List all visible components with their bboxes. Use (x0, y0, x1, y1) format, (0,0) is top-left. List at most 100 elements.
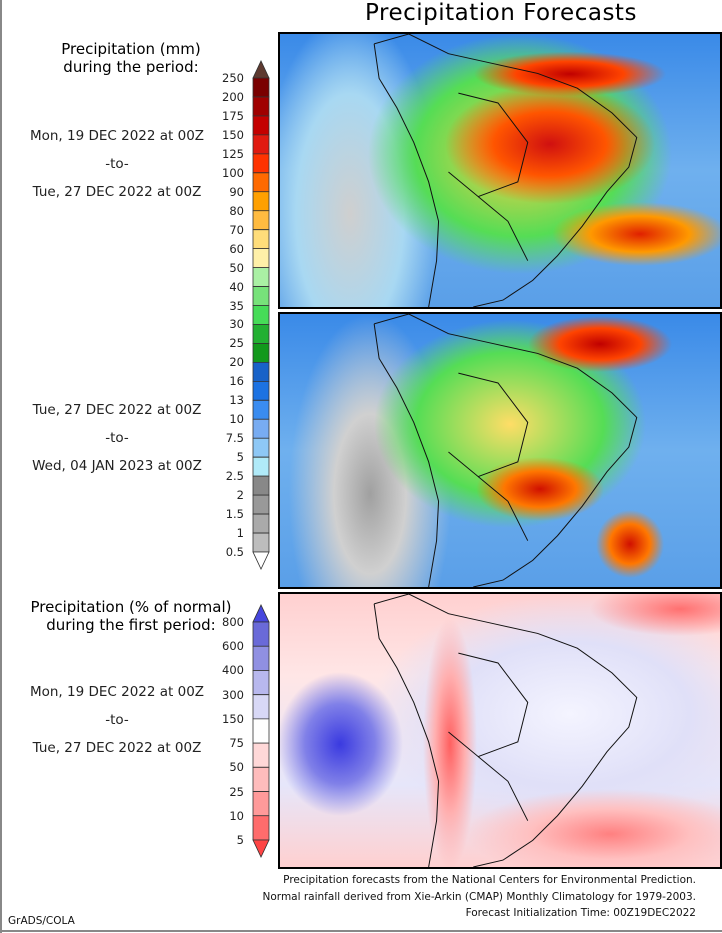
footer-notes: Precipitation forecasts from the Nationa… (263, 872, 696, 922)
colorbar-top-arrow (252, 60, 270, 79)
colorbar-tick-label: 35 (229, 298, 244, 313)
colorbar-tick-label: 20 (229, 355, 244, 370)
colorbar-box (252, 670, 270, 696)
period-start: Mon, 19 DEC 2022 at 00Z (29, 128, 205, 144)
colorbar-tick-label: 250 (222, 71, 244, 85)
colorbar-box (252, 694, 270, 720)
colorbar-tick-label: 70 (229, 222, 244, 237)
colorbar-box (252, 324, 270, 344)
period-2-dates: Tue, 27 DEC 2022 at 00Z -to- Wed, 04 JAN… (2, 396, 232, 480)
colorbar-tick-label: 40 (229, 279, 244, 294)
percent-normal-map (278, 592, 722, 869)
colorbar-tick-label: 2 (236, 488, 244, 503)
colorbar-tick-label: 600 (222, 639, 244, 654)
colorbar-tick-label: 800 (222, 615, 244, 629)
period-start: Mon, 19 DEC 2022 at 00Z (29, 684, 205, 700)
colorbar-tick-label: 10 (229, 412, 244, 427)
precip-map-period-1 (278, 32, 722, 309)
colorbar-tick-label: 125 (222, 146, 244, 161)
grads-credit: GrADS/COLA (8, 915, 75, 927)
colorbar-tick-label: 80 (229, 203, 244, 218)
colorbar-box (252, 621, 270, 647)
colorbar-tick-label: 50 (229, 260, 244, 275)
colorbar-box (252, 380, 270, 401)
precip-map-period-2 (278, 312, 722, 589)
colorbar-tick-label: 5 (236, 450, 244, 465)
colorbar-box (252, 418, 270, 439)
init-time: Forecast Initialization Time: 00Z19DEC20… (465, 907, 696, 919)
heading-line: Precipitation (% of normal) (30, 598, 232, 616)
colorbar-tick-label: 16 (229, 374, 244, 389)
colorbar-box (252, 172, 270, 193)
colorbar-box (252, 766, 270, 792)
colorbar-top-arrow (252, 604, 270, 623)
colorbar-box (252, 134, 270, 155)
colorbar-box (252, 361, 270, 382)
colorbar-box (252, 286, 270, 306)
colorbar-tick-label: 30 (229, 317, 244, 332)
colorbar-tick-label: 5 (236, 833, 244, 847)
colorbar-tick-label: 1 (236, 526, 244, 541)
colorbar-tick-label: 25 (229, 336, 244, 351)
colorbar-box (252, 645, 270, 671)
colorbar-box (252, 475, 270, 496)
colorbar-box (252, 513, 270, 534)
period-start: Tue, 27 DEC 2022 at 00Z (32, 402, 202, 418)
pct-legend-heading: Precipitation (% of normal) during the f… (2, 598, 260, 634)
heading-line: during the period: (63, 58, 199, 76)
colorbar-svg (252, 60, 270, 570)
colorbar-tick-label: 175 (222, 108, 244, 123)
period-separator: -to- (105, 430, 129, 446)
colorbar-tick-label: 1.5 (225, 507, 244, 522)
colorbar-box (252, 229, 270, 250)
divider (2, 930, 722, 932)
period-end: Tue, 27 DEC 2022 at 00Z (32, 740, 202, 756)
colorbar-box (252, 77, 270, 98)
colorbar-tick-label: 50 (229, 760, 244, 775)
colorbar-box (252, 96, 270, 117)
colorbar-box (252, 815, 270, 841)
colorbar-tick-label: 13 (229, 393, 244, 408)
colorbar-box (252, 343, 270, 363)
colorbar-tick-label: 10 (229, 808, 244, 823)
colorbar-tick-label: 90 (229, 184, 244, 199)
colorbar-tick-label: 25 (229, 784, 244, 799)
page-title: Precipitation Forecasts (365, 0, 637, 26)
colorbar-box (252, 494, 270, 515)
period-end: Tue, 27 DEC 2022 at 00Z (32, 184, 202, 200)
colorbar-box (252, 456, 270, 477)
heading-line: Precipitation (mm) (61, 40, 201, 58)
colorbar-tick-label: 75 (229, 736, 244, 751)
colorbar-box (252, 718, 270, 744)
colorbar-box (252, 248, 270, 269)
heading-line: during the first period: (46, 616, 216, 634)
footer-line: Normal rainfall derived from Xie-Arkin (… (262, 890, 696, 903)
colorbar-box (252, 399, 270, 420)
colorbar-bottom-arrow (252, 839, 270, 858)
colorbar-box (252, 532, 270, 553)
colorbar-tick-label: 300 (222, 687, 244, 702)
mm-colorbar: 250 200 175 150 125 100 90 80 70 60 50 40 35 30 25 20 16… (222, 60, 270, 570)
colorbar-box (252, 191, 270, 212)
period-1-dates: Mon, 19 DEC 2022 at 00Z -to- Tue, 27 DEC… (2, 122, 232, 206)
period-3-dates: Mon, 19 DEC 2022 at 00Z -to- Tue, 27 DEC… (2, 678, 232, 762)
colorbar-tick-label: 150 (222, 711, 244, 726)
colorbar-box (252, 437, 270, 458)
country-borders (373, 34, 638, 307)
colorbar-tick-label: 7.5 (225, 431, 244, 446)
colorbar-bottom-arrow (252, 551, 270, 570)
colorbar-tick-label: 2.5 (225, 469, 244, 484)
country-borders (373, 314, 638, 587)
percent-colorbar: 800 600 400 300 150 75 50 25 10 5 (222, 604, 270, 858)
colorbar-tick-label: 200 (222, 89, 244, 104)
colorbar-tick-label: 60 (229, 241, 244, 256)
colorbar-tick-label: 150 (222, 127, 244, 142)
mm-legend-heading: Precipitation (mm) during the period: (2, 40, 260, 76)
colorbar-tick-label: 400 (222, 663, 244, 678)
colorbar-box (252, 742, 270, 768)
colorbar-svg (252, 604, 270, 858)
colorbar-box (252, 305, 270, 325)
colorbar-tick-label: 100 (222, 165, 244, 180)
colorbar-tick-label: 0.5 (225, 545, 244, 559)
